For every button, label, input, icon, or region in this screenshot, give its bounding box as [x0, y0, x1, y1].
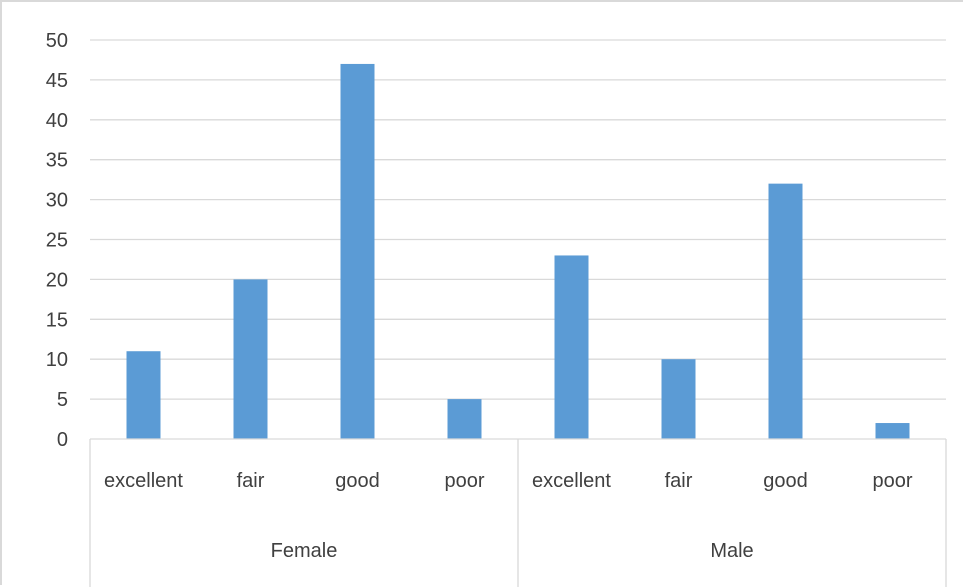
y-tick-label: 5 — [57, 389, 68, 411]
x-category-label: excellent — [104, 470, 183, 492]
bar-excellent — [554, 255, 589, 439]
y-axis-tick-labels: 0 5 10 15 20 25 30 35 40 45 50 — [46, 30, 68, 451]
x-category-label: excellent — [532, 470, 611, 492]
y-tick-label: 35 — [46, 150, 68, 172]
y-tick-label: 25 — [46, 230, 68, 252]
bars — [126, 63, 910, 439]
bar-fair — [233, 279, 268, 439]
y-tick-label: 15 — [46, 309, 68, 331]
x-category-label: fair — [665, 470, 693, 492]
x-axis — [89, 438, 947, 587]
x-category-label: good — [335, 470, 380, 492]
y-tick-label: 0 — [57, 429, 68, 451]
y-tick-label: 50 — [46, 30, 68, 52]
bar-good — [768, 183, 803, 439]
y-tick-label: 10 — [46, 349, 68, 371]
bar-good — [340, 63, 375, 439]
y-tick-label: 20 — [46, 269, 68, 291]
group-labels: Female Male — [271, 540, 754, 562]
x-category-label: fair — [237, 470, 265, 492]
bar-fair — [661, 359, 696, 439]
bar-poor — [875, 423, 910, 439]
bar-poor — [447, 399, 482, 439]
y-tick-label: 45 — [46, 70, 68, 92]
y-tick-label: 40 — [46, 110, 68, 132]
y-tick-label: 30 — [46, 190, 68, 212]
group-label-female: Female — [271, 540, 338, 562]
x-category-label: poor — [444, 470, 484, 492]
bar-excellent — [126, 351, 161, 439]
gridlines — [90, 39, 946, 400]
x-category-label: poor — [872, 470, 912, 492]
group-label-male: Male — [710, 540, 753, 562]
x-category-label: good — [763, 470, 808, 492]
category-labels: excellent fair good poor excellent fair good po… — [104, 470, 913, 492]
